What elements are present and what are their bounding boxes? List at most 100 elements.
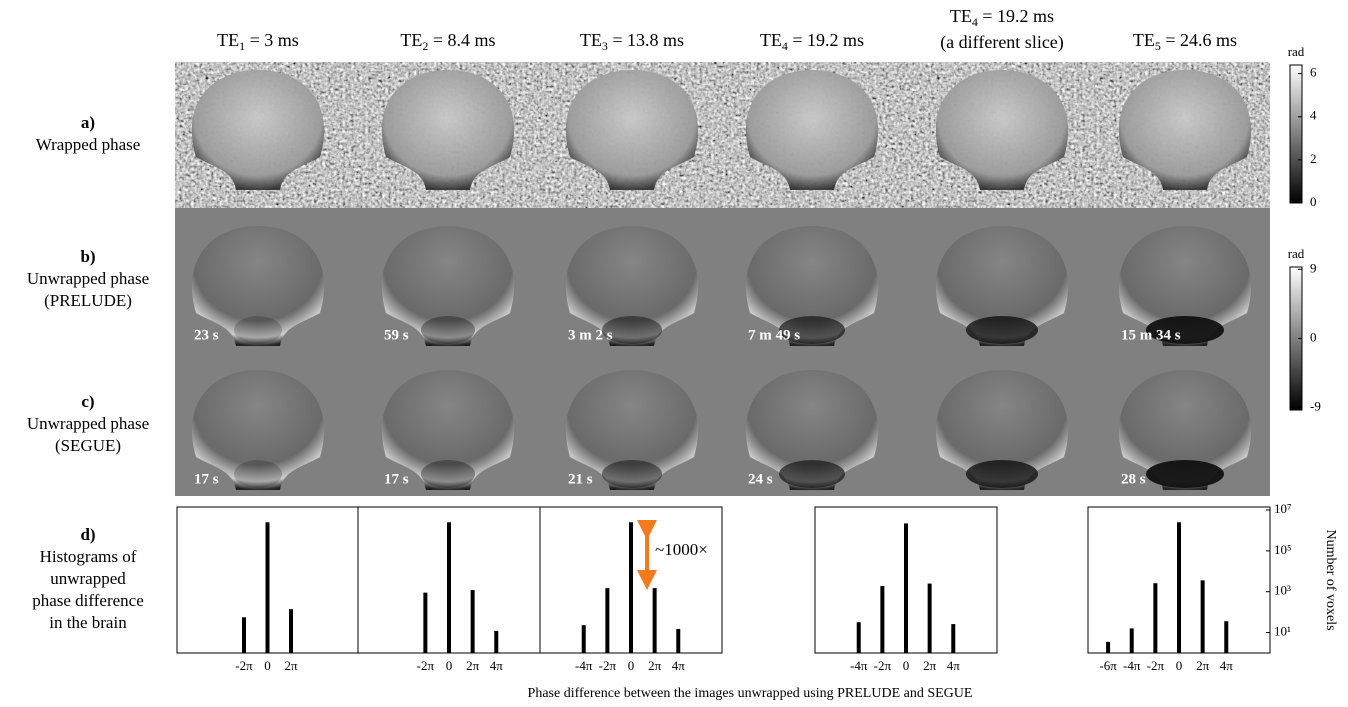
x-tick-label: 4π [947,658,961,673]
run-time: 3 m 2 s [568,327,613,343]
histogram-bar [266,522,270,653]
x-tick-label: 2π [1196,658,1210,673]
histogram-bar [857,622,861,653]
row-letter: c) [81,392,94,411]
row-label: (PRELUDE) [44,291,132,310]
brain-dark-region [1146,460,1224,488]
header-te: TE [400,30,422,50]
row-letter: b) [80,247,95,266]
header-te: TE [217,30,239,50]
y-tick-label: 10¹ [1274,624,1291,639]
x-tick-label: -2π [1147,658,1165,673]
histogram-bar [1153,583,1157,653]
header-te: TE [760,30,782,50]
histogram-bar [928,584,932,653]
header-te: TE [1133,30,1155,50]
column-header-note: (a different slice) [940,32,1064,53]
x-tick-label: -4π [1123,658,1141,673]
brain-dark-region [421,460,475,488]
histogram-bar [289,609,293,653]
histogram-bar [653,588,657,653]
x-tick-label: 0 [628,658,635,673]
column-header: TE1 = 3 ms [217,30,299,53]
header-rest: = 13.8 ms [608,30,684,50]
header-rest: = 24.6 ms [1161,30,1237,50]
run-time: 59 s [384,327,409,343]
row-label: Unwrapped phase [27,269,149,288]
colorbar-tick-label: -9 [1310,399,1321,414]
x-tick-label: -4π [850,658,868,673]
histogram-bar [1201,580,1205,653]
row-label: (SEGUE) [55,436,121,455]
figure: TE1 = 3 msTE2 = 8.4 msTE3 = 13.8 msTE4 =… [0,0,1348,707]
y-tick-label: 10⁷ [1274,501,1292,516]
header-rest: = 19.2 ms [788,30,864,50]
row-label: Histograms of [40,547,137,566]
brain-dark-region [421,316,475,344]
unwrapped-phase-background [175,208,1270,496]
histogram-bar [447,522,451,653]
brain-dark-region [966,316,1038,344]
histogram-bar [242,617,246,653]
histogram-bar [880,586,884,653]
wrapped-phase-background [175,62,1270,208]
row-label: Wrapped phase [36,135,141,154]
y-tick-label: 10³ [1274,583,1291,598]
x-tick-label: 2π [648,658,662,673]
annotation: ~1000× [655,540,708,559]
header-rest: = 8.4 ms [428,30,495,50]
x-tick-label: 2π [284,658,298,673]
histogram-bar [605,588,609,653]
run-time: 24 s [748,471,773,487]
x-tick-label: -6π [1099,658,1117,673]
x-tick-label: -2π [874,658,892,673]
run-time: 7 m 49 s [748,327,800,343]
histogram-bar [951,624,955,653]
brain-dark-region [234,316,282,344]
x-tick-label: 0 [903,658,910,673]
colorbar-label: rad [1288,246,1305,261]
brain-dark-region [602,460,662,488]
column-header: TE2 = 8.4 ms [400,30,495,53]
x-tick-label: -2π [417,658,435,673]
brain-dark-region [966,460,1038,488]
x-tick-label: 2π [466,658,480,673]
run-time: 28 s [1121,471,1146,487]
run-time: 17 s [384,471,409,487]
x-tick-label: -2π [235,658,253,673]
run-time: 17 s [194,471,219,487]
row-label: in the brain [49,613,127,632]
row-label: Unwrapped phase [27,414,149,433]
brain-dark-region [779,460,845,488]
histogram-bar [1224,621,1228,653]
run-time: 21 s [568,471,593,487]
row-label: unwrapped [50,569,126,588]
x-tick-label: 2π [923,658,937,673]
histogram-bar [582,625,586,653]
x-tick-label: -4π [575,658,593,673]
histogram-bar [471,590,475,653]
x-tick-label: 0 [1176,658,1183,673]
colorbar-tick-label: 4 [1310,108,1317,123]
run-time: 23 s [194,327,219,343]
x-tick-label: 0 [264,658,271,673]
run-time: 15 m 34 s [1121,327,1181,343]
x-tick-label: 4π [490,658,504,673]
column-header: TE5 = 24.6 ms [1133,30,1237,53]
column-header: TE4 = 19.2 ms [950,6,1054,29]
column-header: TE3 = 13.8 ms [580,30,684,53]
y-tick-label: 10⁵ [1274,542,1292,557]
y-axis-label: Number of voxels [1323,529,1338,630]
histogram-bar [904,523,908,653]
row-letter: a) [81,113,95,132]
x-tick-label: 4π [1220,658,1234,673]
colorbar-label: rad [1288,44,1305,59]
row-label: phase difference [32,591,144,610]
x-tick-label: 0 [446,658,453,673]
colorbar-tick-label: 6 [1310,65,1317,80]
header-te: TE [950,6,972,26]
header-rest: = 19.2 ms [978,6,1054,26]
histogram-bar [423,593,427,653]
brain-dark-region [234,460,282,488]
header-rest: = 3 ms [245,30,299,50]
